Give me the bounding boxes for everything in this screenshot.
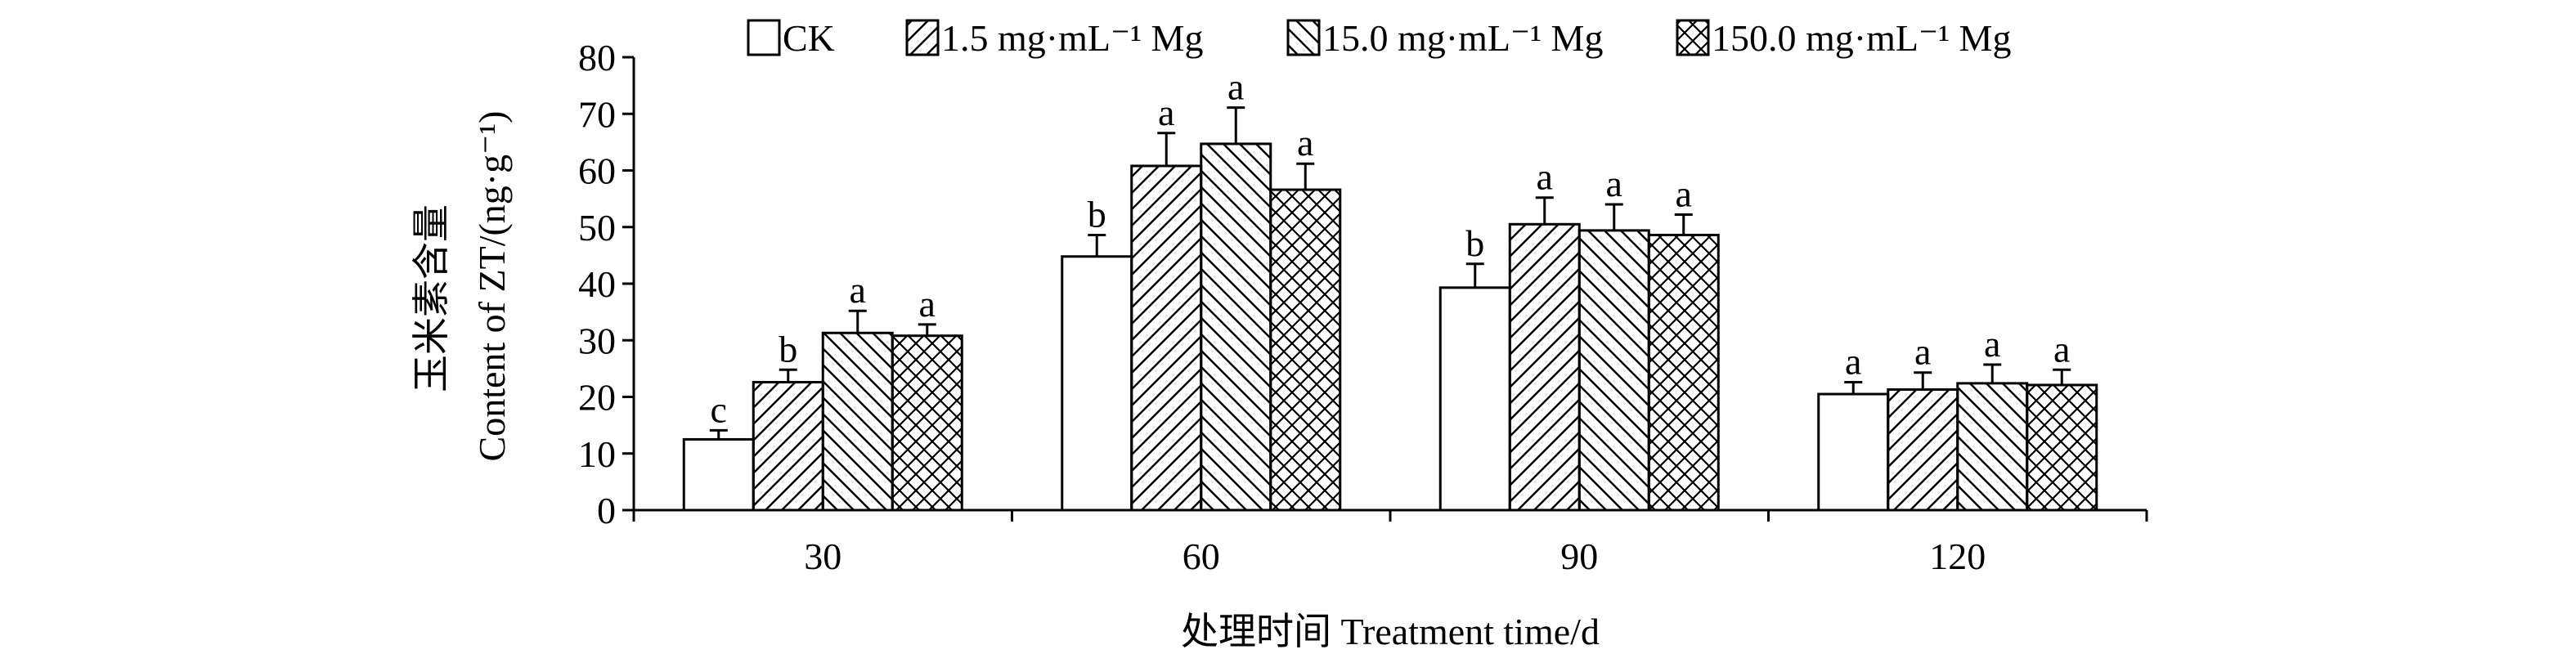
significance-label: a xyxy=(2053,328,2070,370)
legend-swatch xyxy=(905,19,940,56)
x-tick-label: 120 xyxy=(1929,535,1986,577)
y-tick-label: 0 xyxy=(597,490,616,531)
bar xyxy=(1647,233,1720,512)
bar xyxy=(752,380,824,512)
significance-label: a xyxy=(850,269,866,311)
significance-label: c xyxy=(711,388,727,430)
y-axis-title: 玉米素含量 Content of ZT/(ng·g⁻¹) xyxy=(411,111,513,462)
significance-label: a xyxy=(1914,331,1931,373)
bar xyxy=(2026,383,2098,512)
x-tick-label: 90 xyxy=(1560,535,1598,577)
significance-label: a xyxy=(1227,66,1244,108)
y-tick-label: 30 xyxy=(578,320,616,361)
y-axis-title-chinese: 玉米素含量 xyxy=(411,204,452,392)
bar xyxy=(1887,387,1959,512)
legend: CK 1.5 mg·mL⁻¹ Mg 15.0 mg·mL⁻¹ Mg 150.0 mg·… xyxy=(747,17,2011,59)
significance-label: a xyxy=(1676,173,1692,215)
y-axis-title-english: Content of ZT/(ng·g⁻¹) xyxy=(471,111,513,462)
y-tick-label: 20 xyxy=(578,377,616,419)
y-axis: 0 10 20 30 40 50 60 70 80 xyxy=(578,37,635,531)
significance-label: a xyxy=(1537,156,1553,198)
x-tick-label: 60 xyxy=(1183,535,1220,577)
significance-label: a xyxy=(1297,122,1313,164)
bar xyxy=(1508,222,1581,512)
bar xyxy=(891,334,963,512)
significance-label: b xyxy=(779,328,797,370)
y-tick-label: 80 xyxy=(578,37,616,78)
significance-label: a xyxy=(1845,340,1861,382)
legend-swatch xyxy=(747,19,781,56)
x-tick-label: 30 xyxy=(804,535,841,577)
bar xyxy=(1061,255,1133,512)
x-axis-title: 处理时间 Treatment time/d xyxy=(1181,611,1600,652)
significance-label: a xyxy=(1606,163,1622,204)
bar xyxy=(1577,229,1650,512)
bar xyxy=(821,331,894,512)
bar xyxy=(1438,286,1511,512)
bar xyxy=(1269,188,1342,512)
y-tick-label: 10 xyxy=(578,433,616,475)
significance-label: a xyxy=(1158,92,1174,133)
plot-area: c b a a b a a a b a a a a a a a xyxy=(682,66,2098,512)
legend-label: 15.0 mg·mL⁻¹ Mg xyxy=(1322,17,1603,59)
bar xyxy=(682,437,755,512)
significance-label: a xyxy=(1984,323,2000,365)
significance-label: b xyxy=(1088,193,1106,235)
significance-label: b xyxy=(1465,222,1484,264)
legend-label: 150.0 mg·mL⁻¹ Mg xyxy=(1712,17,2011,59)
y-tick-label: 60 xyxy=(578,150,616,192)
legend-swatch xyxy=(1676,19,1710,56)
significance-label: a xyxy=(919,283,936,325)
bar xyxy=(1130,164,1203,512)
legend-label: 1.5 mg·mL⁻¹ Mg xyxy=(941,17,1203,59)
x-axis: 30 60 90 120 xyxy=(632,508,2148,577)
y-tick-label: 50 xyxy=(578,207,616,249)
bar xyxy=(1956,382,2029,512)
bar xyxy=(1817,392,1890,512)
bar xyxy=(1200,142,1272,512)
legend-label: CK xyxy=(783,17,835,59)
y-tick-label: 70 xyxy=(578,93,616,135)
legend-swatch xyxy=(1286,19,1321,56)
y-tick-label: 40 xyxy=(578,263,616,305)
